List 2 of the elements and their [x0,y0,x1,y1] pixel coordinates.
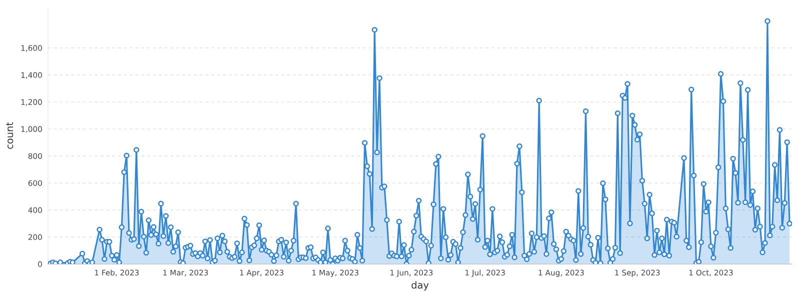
x-axis-title: day [412,281,429,291]
y-axis-title: count [6,122,14,149]
